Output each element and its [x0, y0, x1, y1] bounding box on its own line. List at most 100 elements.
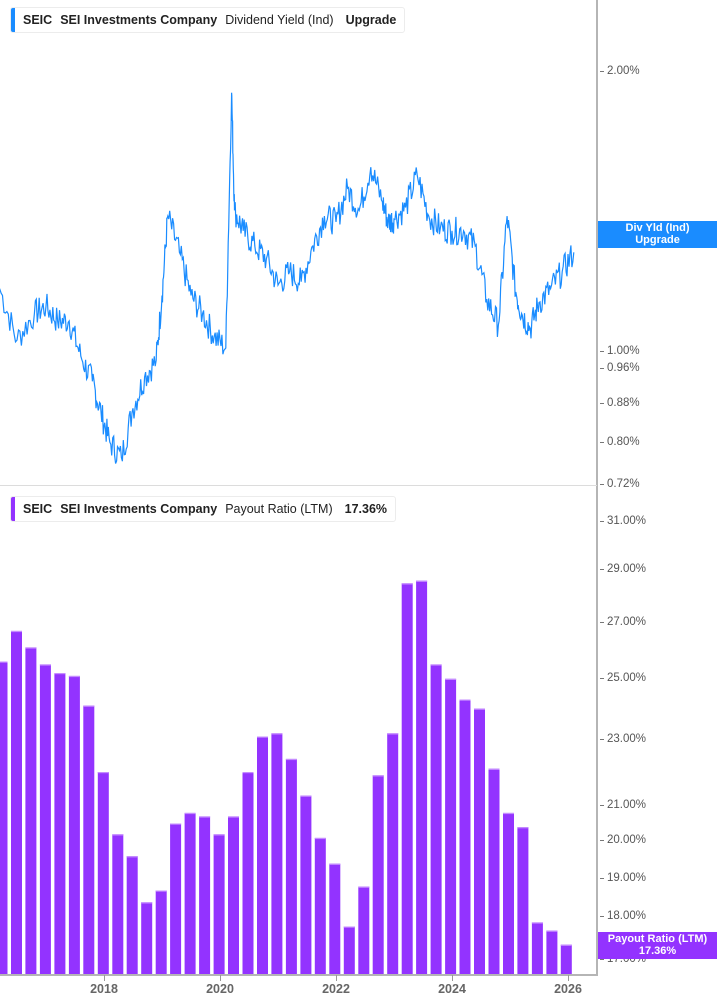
bar-top-highlight [112, 834, 124, 836]
x-tick-label: 2022 [322, 982, 350, 996]
y-tick-label: 18.00% [599, 910, 647, 922]
bar-top-highlight [387, 733, 399, 735]
payout-ratio-bar[interactable] [358, 886, 370, 974]
bar-top-highlight [358, 886, 370, 888]
bar-top-highlight [329, 863, 341, 865]
payout-ratio-bar[interactable] [112, 834, 124, 974]
payout-ratio-bar[interactable] [401, 583, 413, 974]
bar-top-highlight [25, 647, 37, 649]
legend-value: 17.36% [344, 502, 388, 516]
payout-ratio-bar[interactable] [488, 768, 500, 974]
y-tick-label: 19.00% [599, 872, 647, 884]
payout-ratio-bar[interactable] [416, 580, 428, 974]
payout-ratio-bar[interactable] [97, 772, 109, 974]
payout-ratio-bar[interactable] [517, 827, 529, 974]
bar-top-highlight [170, 823, 182, 825]
payout-ratio-bar[interactable] [503, 812, 514, 974]
current-value-flag: Div Yld (Ind) Upgrade [598, 221, 717, 248]
bar-top-highlight [459, 699, 471, 701]
y-tick-label: 0.88% [600, 397, 640, 409]
legend-company: SEI Investments Company [60, 502, 218, 516]
payout-ratio-bar[interactable] [199, 816, 211, 974]
payout-ratio-bar[interactable] [560, 944, 572, 974]
payout-ratio-bar[interactable] [314, 837, 326, 974]
bar-top-highlight [199, 816, 211, 818]
bar-top-highlight [213, 834, 225, 836]
payout-ratio-bar[interactable] [184, 812, 196, 974]
y-tick-label: 17.00% [599, 953, 647, 965]
bar-top-highlight [488, 768, 500, 770]
payout-ratio-bar[interactable] [343, 926, 355, 975]
payout-ratio-bar[interactable] [141, 902, 153, 974]
x-tick-label: 2024 [438, 982, 466, 996]
dividend-yield-legend[interactable]: SEIC SEI Investments Company Dividend Yi… [10, 7, 406, 33]
payout-ratio-legend[interactable]: SEIC SEI Investments Company Payout Rati… [10, 496, 397, 522]
legend-company: SEI Investments Company [60, 13, 218, 27]
payout-ratio-bar[interactable] [372, 775, 384, 974]
payout-ratio-bar[interactable] [271, 733, 283, 974]
bar-top-highlight [474, 708, 485, 710]
y-tick-label: 20.00% [599, 834, 647, 846]
bar-top-highlight [83, 705, 95, 707]
x-axis-line [0, 974, 598, 976]
payout-ratio-bar[interactable] [126, 856, 138, 974]
payout-ratio-bar[interactable] [257, 736, 268, 975]
payout-ratio-bar[interactable] [300, 795, 312, 974]
flag-metric: Div Yld (Ind) [625, 222, 690, 234]
legend-ticker: SEIC [23, 502, 53, 516]
payout-ratio-bar[interactable] [459, 699, 471, 975]
payout-ratio-bar[interactable] [228, 816, 239, 974]
dividend-yield-line [0, 92, 575, 464]
bar-top-highlight [416, 580, 428, 582]
flag-value: Upgrade [635, 234, 680, 246]
y-tick-label: 1.00% [600, 345, 640, 357]
payout-ratio-bar[interactable] [285, 758, 297, 974]
payout-ratio-bar[interactable] [83, 705, 95, 974]
bar-top-highlight [560, 944, 572, 946]
payout-ratio-bar[interactable] [170, 823, 182, 975]
payout-ratio-bar[interactable] [531, 922, 543, 974]
bar-top-highlight [401, 583, 413, 585]
bar-top-highlight [242, 772, 254, 774]
series-color-swatch [11, 497, 15, 521]
payout-ratio-bar[interactable] [68, 675, 80, 974]
legend-ticker: SEIC [23, 13, 53, 27]
payout-ratio-bar[interactable] [155, 890, 167, 975]
dividend-yield-line-chart [0, 92, 575, 464]
payout-ratio-bar[interactable] [39, 664, 51, 974]
x-tick-mark [452, 975, 453, 981]
bar-top-highlight [271, 733, 283, 735]
x-tick-mark [336, 975, 337, 981]
bar-top-highlight [300, 795, 312, 797]
payout-ratio-bar[interactable] [546, 930, 558, 974]
payout-ratio-bar[interactable] [430, 664, 442, 974]
bar-top-highlight [285, 758, 297, 761]
bar-top-highlight [97, 772, 109, 774]
payout-ratio-bar[interactable] [474, 708, 485, 974]
series-color-swatch [11, 8, 15, 32]
legend-upgrade-link[interactable]: Upgrade [345, 13, 397, 27]
payout-ratio-bar[interactable] [213, 834, 225, 974]
payout-ratio-bar[interactable] [11, 630, 22, 974]
payout-ratio-bar[interactable] [25, 647, 37, 974]
bar-top-highlight [517, 827, 529, 829]
y-tick-label: 21.00% [599, 799, 647, 811]
bar-top-highlight [228, 816, 239, 818]
payout-ratio-bar[interactable] [0, 661, 8, 975]
payout-ratio-bar[interactable] [387, 733, 399, 974]
bar-top-highlight [343, 926, 355, 928]
payout-ratio-bar[interactable] [445, 678, 457, 974]
y-tick-label: 0.96% [600, 362, 640, 374]
payout-ratio-bar[interactable] [329, 863, 341, 974]
bar-top-highlight [0, 661, 8, 663]
y-axis-line [596, 0, 598, 490]
bar-top-highlight [257, 736, 268, 738]
payout-ratio-bar[interactable] [242, 772, 254, 974]
bar-top-highlight [546, 930, 558, 932]
bar-top-highlight [11, 630, 22, 633]
bar-top-highlight [126, 856, 138, 858]
bar-top-highlight [39, 664, 51, 666]
bar-top-highlight [54, 673, 66, 675]
bar-top-highlight [184, 812, 196, 815]
payout-ratio-bar[interactable] [54, 673, 66, 974]
